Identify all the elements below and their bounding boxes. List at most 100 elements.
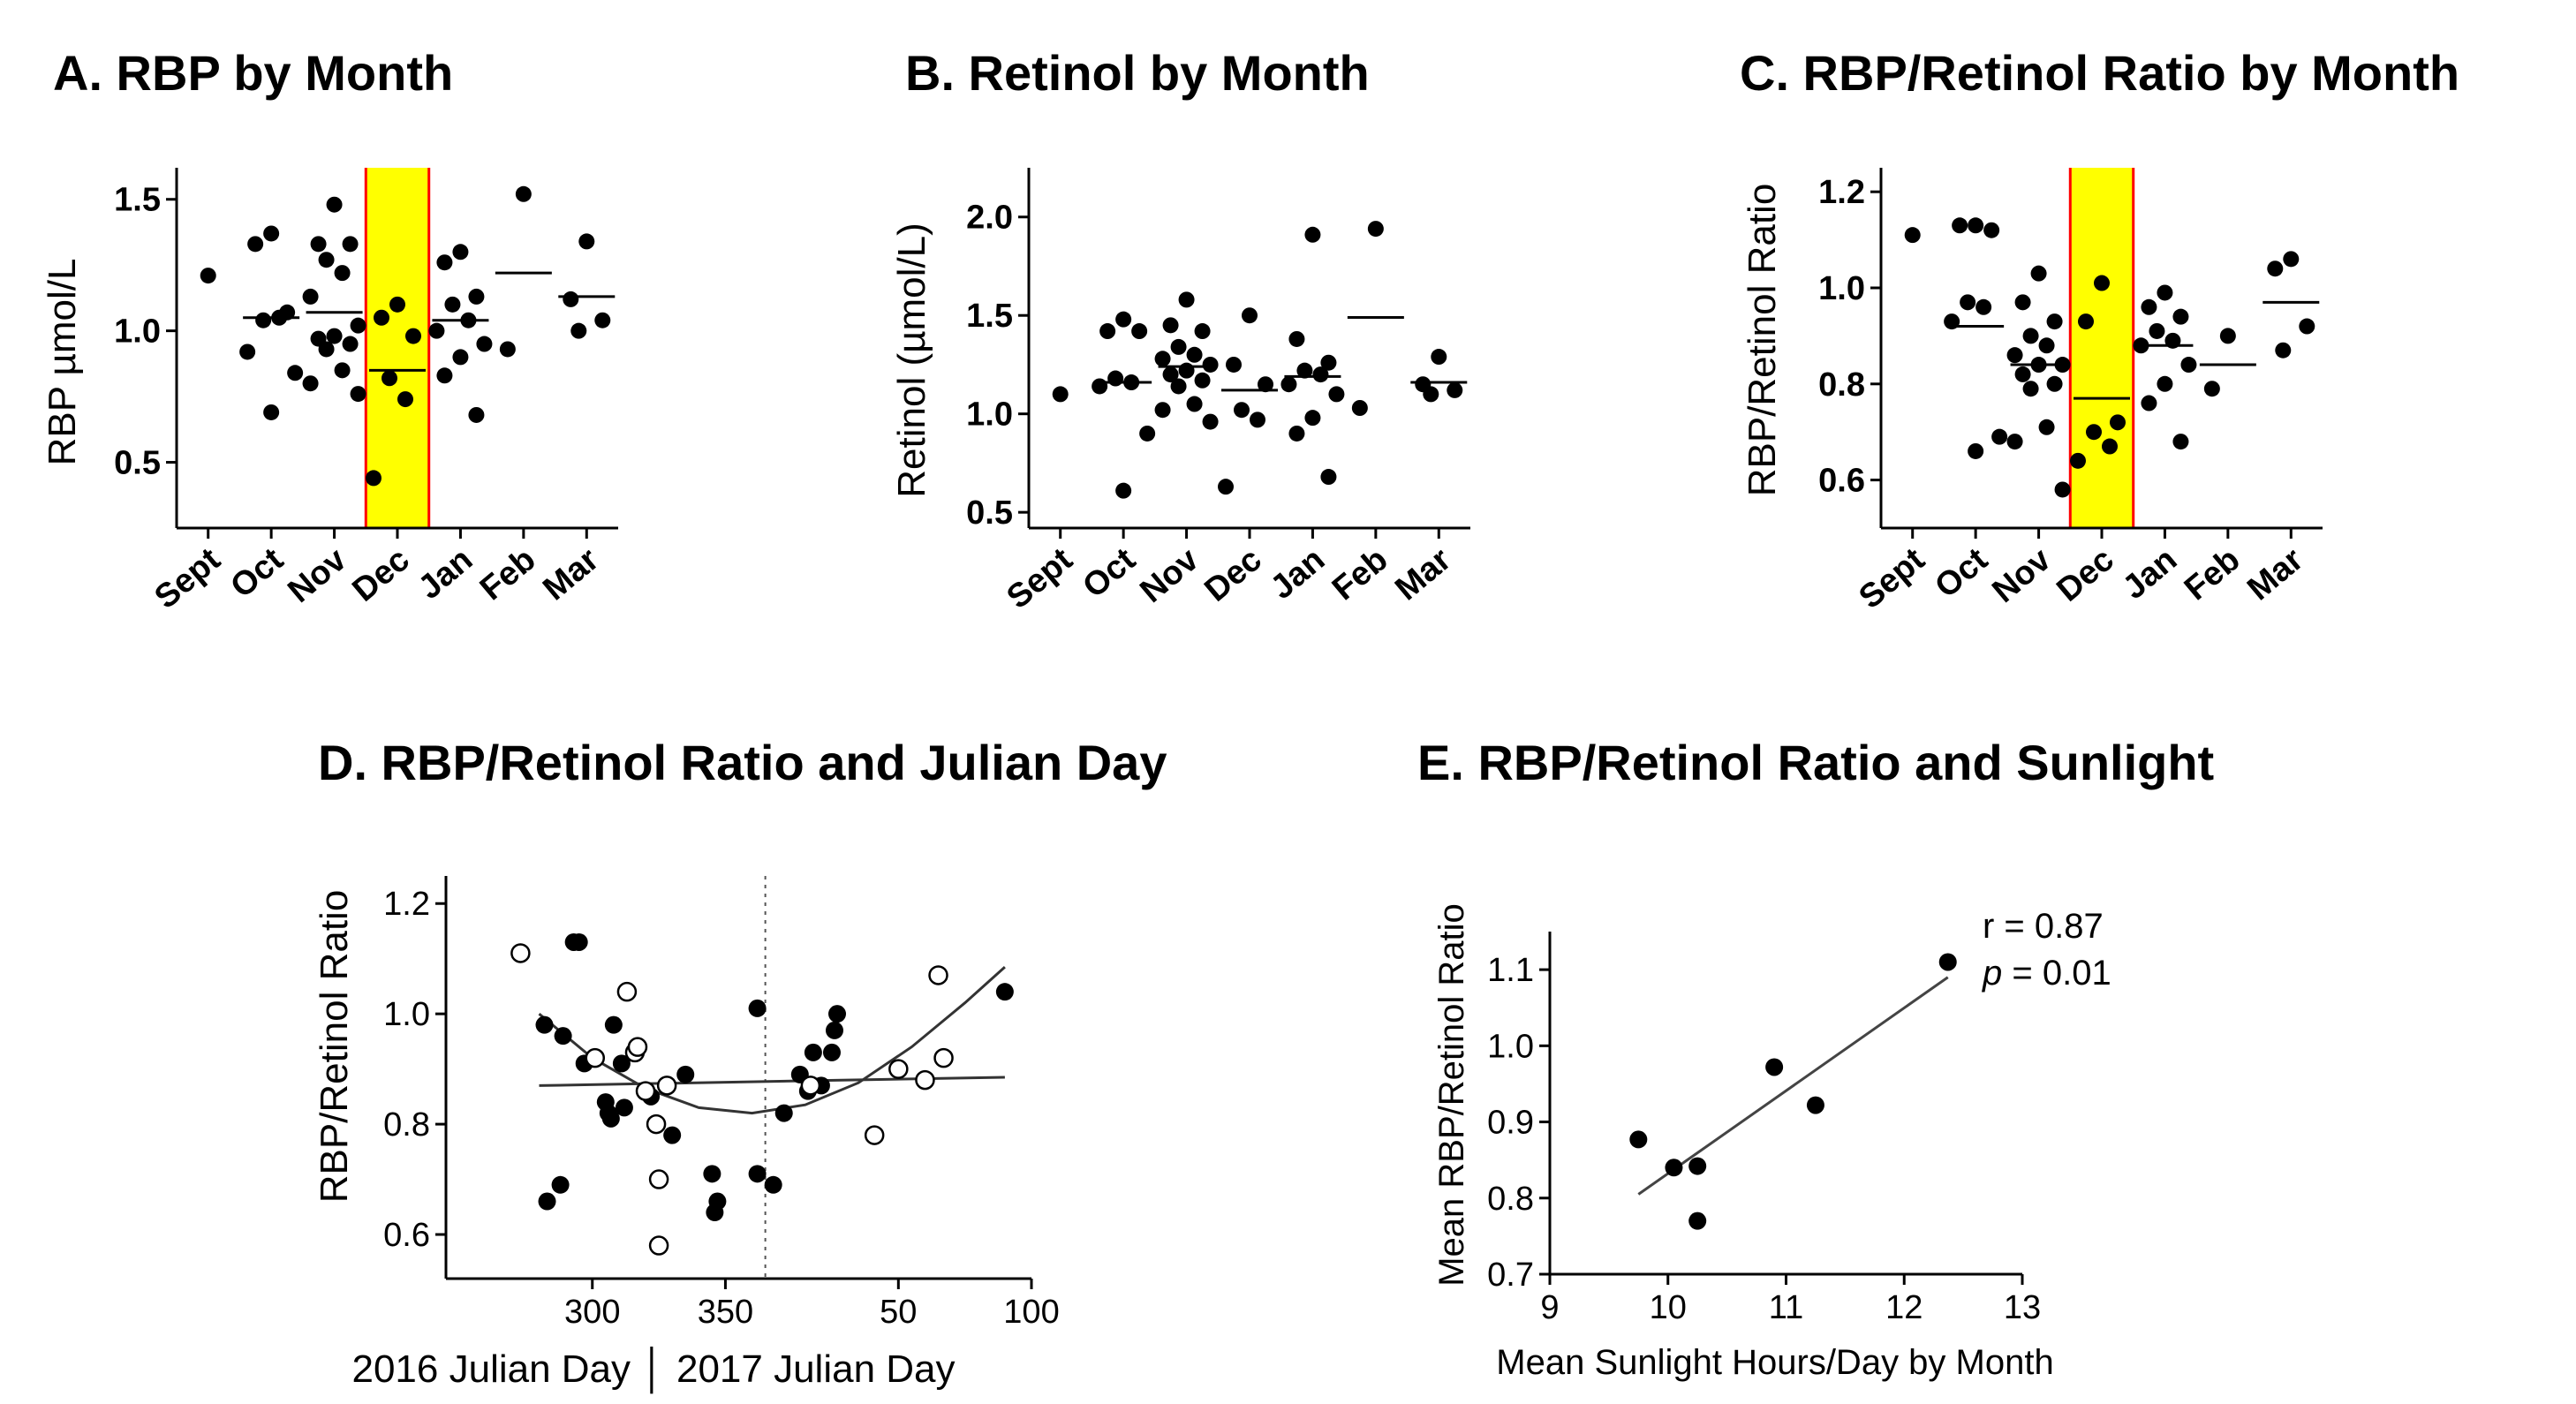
panel-b-data-point: [1242, 307, 1258, 324]
panel-b-data-point: [1115, 482, 1132, 499]
panel-d-open-point: [933, 1047, 954, 1068]
panel-a-data-point: [255, 312, 272, 328]
panel-e-data-point: [1665, 1159, 1683, 1177]
panel-d-open-point: [656, 1076, 677, 1096]
panel-b-data-point: [1202, 356, 1219, 373]
panel-a-data-point: [436, 367, 453, 384]
panel-a-data-point: [326, 328, 343, 344]
panel-c-data-point: [1904, 227, 1921, 244]
panel-a-data-point: [405, 328, 421, 344]
panel-c-x-tick-label: Mar: [2240, 541, 2310, 608]
panel-a-data-point: [452, 244, 469, 260]
panel-d-open-point: [627, 1037, 648, 1057]
panel-b-data-point: [1170, 338, 1187, 355]
panel-c-data-point: [2086, 424, 2102, 441]
panel-a-data-point: [263, 404, 280, 420]
panel-a-x-tick-label: Sept: [147, 541, 227, 616]
panel-a-x-tick-label: Nov: [281, 541, 353, 610]
panel-d-filled-point: [822, 1043, 841, 1061]
panel-a-data-point: [381, 370, 397, 387]
panel-a-y-tick-label: 1.0: [114, 313, 161, 351]
panel-b-data-point: [1170, 378, 1187, 395]
panel-a-highlight-band: [366, 168, 429, 528]
panel-b-data-point: [1288, 330, 1305, 347]
panel-a-data-point: [318, 341, 335, 358]
panel-c-data-point: [2180, 357, 2197, 374]
panel-a-data-point: [515, 185, 532, 202]
panel-c-data-point: [2030, 265, 2047, 282]
panel-d-y-tick-label: 1.0: [383, 996, 430, 1033]
panel-d-open-point: [646, 1113, 667, 1135]
panel-b-data-point: [1423, 386, 1439, 403]
panel-d-title: D. RBP/Retinol Ratio and Julian Day: [318, 735, 1167, 790]
panel-b-data-point: [1320, 469, 1337, 486]
panel-a-x-tick-label: Oct: [223, 541, 291, 606]
panel-a-data-point: [318, 252, 335, 268]
panel-e-x-axis-label: Mean Sunlight Hours/Day by Month: [1496, 1343, 2053, 1382]
panel-a-data-point: [302, 288, 319, 305]
panel-c-data-point: [2275, 342, 2292, 359]
panel-a-data-point: [334, 362, 351, 379]
panel-c-data-point: [2046, 375, 2063, 392]
panel-a-data-point: [287, 365, 304, 381]
panel-b-data-point: [1052, 386, 1069, 403]
panel-e-x-tick-label: 9: [1540, 1289, 1559, 1326]
panel-a-data-point: [452, 349, 469, 366]
panel-b-y-tick-label: 1.5: [966, 298, 1013, 335]
panel-c-data-point: [2102, 438, 2118, 455]
panel-e-x-tick-label: 11: [1769, 1289, 1803, 1326]
panel-c-data-point: [1968, 442, 1984, 459]
panel-b-data-point: [1250, 411, 1265, 428]
panel-a-y-axis-label: RBP µmol/L: [41, 259, 84, 466]
panel-a-data-point: [563, 291, 579, 307]
panel-b-data-point: [1162, 366, 1179, 383]
panel-c-data-point: [2110, 414, 2126, 431]
panel-d-y-tick-label: 1.2: [383, 886, 430, 923]
panel-c-data-point: [2078, 313, 2094, 330]
panel-b-data-point: [1107, 370, 1124, 387]
panel-c-data-point: [2014, 294, 2031, 311]
panel-c-data-point: [2006, 434, 2023, 450]
panel-b-x-tick-label: Dec: [1197, 541, 1268, 609]
panel-c-data-point: [1960, 294, 1976, 311]
panel-b-data-point: [1154, 402, 1171, 419]
panel-b-data-point: [1296, 362, 1313, 379]
panel-c-data-point: [2070, 452, 2086, 469]
panel-a-data-point: [570, 322, 587, 339]
panel-c-data-point: [2094, 275, 2110, 291]
panel-a-data-point: [444, 296, 461, 313]
panel-c-data-point: [2283, 251, 2300, 268]
panel-d-open-point: [648, 1235, 669, 1256]
panel-c-x-tick-label: Jan: [2116, 541, 2184, 607]
panel-b-x-tick-label: Sept: [1000, 541, 1079, 616]
panel-c-data-point: [2141, 298, 2157, 315]
panel-d-filled-point: [538, 1192, 556, 1211]
panel-a-data-point: [326, 196, 343, 213]
panel-b-y-tick-label: 1.0: [966, 396, 1013, 434]
panel-d-filled-point: [708, 1192, 727, 1211]
panel-c-data-point: [2141, 395, 2157, 411]
panel-a-data-point: [263, 225, 280, 242]
panel-b-x-tick-label: Nov: [1133, 541, 1205, 610]
panel-e-x-tick-label: 10: [1650, 1289, 1687, 1326]
panel-a-data-point: [476, 336, 493, 352]
panel-a-data-point: [594, 312, 611, 328]
panel-c-x-tick-label: Dec: [2050, 541, 2120, 609]
panel-d-filled-point: [535, 1015, 554, 1034]
panel-c-data-point: [2219, 328, 2236, 344]
panel-d-filled-point: [748, 999, 767, 1017]
panel-c-data-point: [2299, 318, 2315, 335]
panel-a-data-point: [468, 288, 485, 305]
panel-c-data-point: [2203, 381, 2220, 397]
panel-e-ratio-sunlight: 0.7 0.8 0.9 1.0 1.1 9 10 11 12 13: [1487, 932, 2041, 1326]
panel-b-title: B. Retinol by Month: [905, 45, 1370, 101]
panel-a-data-point: [389, 296, 405, 313]
panel-b-data-point: [1099, 323, 1116, 340]
panel-d-open-point: [928, 965, 948, 985]
panel-c-data-point: [1968, 217, 1984, 234]
panel-c-data-point: [2038, 419, 2055, 435]
panel-b-data-point: [1447, 381, 1463, 398]
panel-b-y-tick-label: 0.5: [966, 494, 1013, 532]
